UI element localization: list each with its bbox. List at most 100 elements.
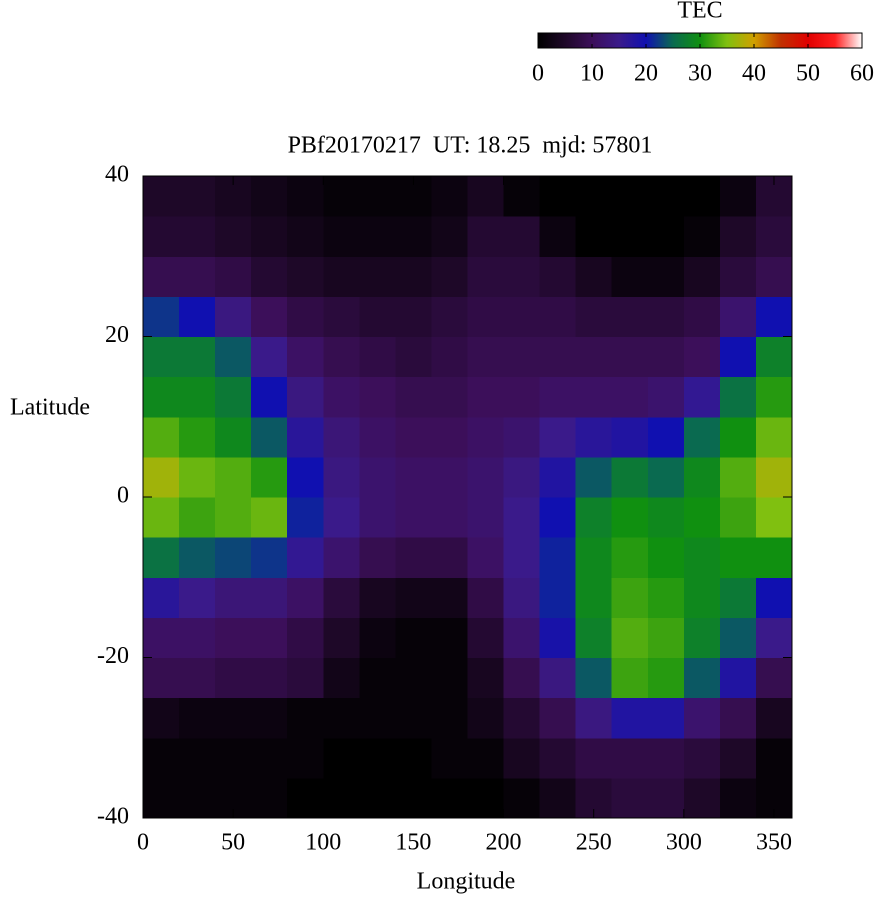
- heatmap-cell: [683, 176, 721, 217]
- heatmap-cell: [143, 537, 180, 578]
- heatmap-cell: [215, 697, 252, 739]
- heatmap-cell: [719, 497, 757, 538]
- heatmap-cell: [755, 256, 793, 297]
- colorbar-tick-label: 50: [796, 61, 820, 87]
- heatmap-cell: [143, 416, 180, 458]
- y-tick-label: 40: [105, 162, 129, 188]
- heatmap-cell: [179, 456, 216, 498]
- x-tick-label: 300: [666, 830, 702, 856]
- heatmap-cell: [395, 697, 432, 739]
- heatmap-cell: [467, 256, 505, 297]
- y-tick-label: -40: [97, 804, 129, 830]
- heatmap-cell: [539, 296, 577, 337]
- heatmap-cell: [215, 737, 252, 779]
- heatmap-cell: [251, 176, 288, 217]
- heatmap-cell: [503, 657, 541, 699]
- heatmap-cell: [215, 296, 252, 337]
- heatmap-cell: [179, 697, 216, 739]
- heatmap-cell: [755, 737, 793, 779]
- heatmap-cell: [251, 737, 288, 779]
- heatmap-cell: [395, 256, 432, 297]
- heatmap-cell: [647, 777, 685, 819]
- heatmap-cell: [539, 657, 577, 699]
- heatmap-cell: [143, 256, 180, 297]
- heatmap-cell: [287, 697, 324, 739]
- heatmap-cell: [431, 216, 468, 257]
- heatmap-cell: [287, 416, 324, 458]
- heatmap-cell: [251, 376, 288, 418]
- heatmap-cell: [647, 256, 685, 297]
- y-tick-label: 20: [105, 322, 129, 348]
- heatmap-cell: [215, 657, 252, 699]
- heatmap-cell: [539, 777, 577, 819]
- heatmap-cell: [755, 216, 793, 257]
- heatmap-cell: [359, 376, 396, 418]
- heatmap-cell: [539, 416, 577, 458]
- heatmap-cell: [323, 737, 360, 779]
- heatmap-cell: [539, 537, 577, 578]
- heatmap-cell: [467, 336, 505, 378]
- heatmap-cell: [287, 296, 324, 337]
- heatmap-cell: [395, 537, 432, 578]
- heatmap-cell: [179, 497, 216, 538]
- heatmap-cell: [179, 577, 216, 618]
- heatmap-cell: [323, 336, 360, 378]
- heatmap-cell: [467, 416, 505, 458]
- x-tick-label: 50: [221, 830, 245, 856]
- heatmap-cell: [431, 176, 468, 217]
- heatmap-cell: [179, 216, 216, 257]
- heatmap-cell: [575, 577, 613, 618]
- heatmap-cell: [323, 657, 360, 699]
- heatmap-cell: [359, 697, 396, 739]
- heatmap-cell: [467, 697, 505, 739]
- heatmap-cell: [395, 416, 432, 458]
- heatmap-cell: [431, 456, 468, 498]
- colorbar-tick-label: 0: [532, 61, 544, 87]
- heatmap-cell: [539, 737, 577, 779]
- heatmap-cell: [431, 416, 468, 458]
- heatmap-cell: [323, 777, 360, 819]
- heatmap-cell: [431, 777, 468, 819]
- heatmap-cell: [467, 296, 505, 337]
- heatmap-cell: [539, 376, 577, 418]
- heatmap-cell: [755, 537, 793, 578]
- heatmap-cell: [719, 296, 757, 337]
- heatmap-cell: [647, 537, 685, 578]
- heatmap-cell: [719, 376, 757, 418]
- heatmap-cell: [611, 577, 649, 618]
- heatmap-cell: [431, 737, 468, 779]
- heatmap-cell: [503, 737, 541, 779]
- heatmap-cell: [215, 577, 252, 618]
- heatmap-cell: [503, 216, 541, 257]
- heatmap-cell: [395, 336, 432, 378]
- colorbar-label: TEC: [677, 0, 722, 24]
- heatmap-cell: [575, 296, 613, 337]
- heatmap-cell: [611, 617, 649, 658]
- heatmap-cell: [287, 216, 324, 257]
- x-tick-label: 0: [137, 830, 149, 856]
- x-tick-label: 100: [305, 830, 341, 856]
- heatmap-cell: [719, 537, 757, 578]
- heatmap-cell: [719, 336, 757, 378]
- heatmap-cell: [719, 176, 757, 217]
- heatmap-cell: [251, 216, 288, 257]
- heatmap-cell: [683, 256, 721, 297]
- heatmap-cell: [215, 497, 252, 538]
- heatmap-cell: [683, 657, 721, 699]
- heatmap-cell: [467, 737, 505, 779]
- heatmap-cell: [683, 456, 721, 498]
- heatmap-cell: [755, 697, 793, 739]
- heatmap-cell: [179, 777, 216, 819]
- heatmap-cell: [611, 176, 649, 217]
- heatmap-cell: [539, 336, 577, 378]
- heatmap-cell: [179, 296, 216, 337]
- heatmap-cell: [395, 657, 432, 699]
- heatmap-cell: [215, 256, 252, 297]
- heatmap-cell: [683, 497, 721, 538]
- x-tick-label: 150: [395, 830, 431, 856]
- heatmap-cell: [683, 296, 721, 337]
- heatmap-cell: [287, 176, 324, 217]
- heatmap-cell: [431, 336, 468, 378]
- heatmap-cell: [179, 737, 216, 779]
- heatmap-cell: [431, 256, 468, 297]
